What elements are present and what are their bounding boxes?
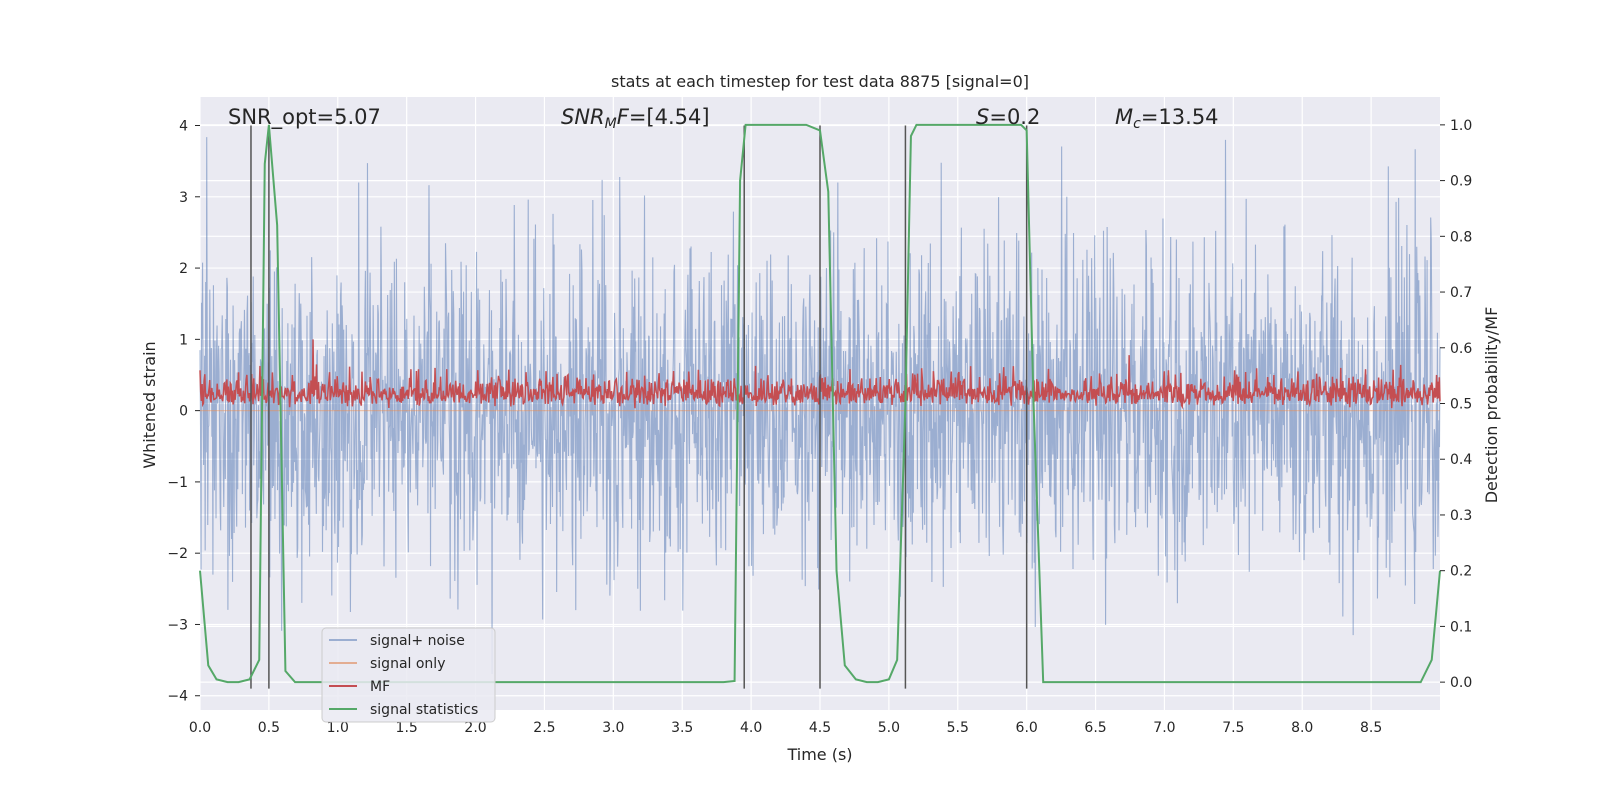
y-ticks: 4 3 2 1 0 −1 −2 −3 −4 (167, 119, 200, 705)
y-tick-label: −3 (167, 617, 188, 633)
legend-label-signal: signal only (370, 656, 445, 672)
y2-tick-label: 0.3 (1450, 508, 1472, 524)
x-tick-label: 8.5 (1360, 720, 1382, 736)
y-tick-label: −1 (167, 475, 188, 491)
y2-axis-label: Detection probability/MF (1482, 307, 1501, 504)
annotation-s-value: =0.2 (989, 105, 1040, 129)
legend-box (321, 627, 496, 723)
legend: signal+ noise signal only MF signal stat… (321, 627, 496, 723)
y-tick-label: 4 (179, 119, 188, 135)
y2-tick-label: 0.4 (1450, 452, 1472, 468)
y2-tick-label: 0.0 (1450, 675, 1472, 691)
x-tick-label: 7.5 (1222, 720, 1244, 736)
annotation-snr-mf-symbol: SNR (561, 105, 605, 129)
y2-tick-label: 1.0 (1450, 118, 1472, 134)
y2-tick-label: 0.6 (1450, 341, 1472, 357)
y-tick-label: 2 (179, 261, 188, 277)
x-tick-label: 1.5 (396, 720, 418, 736)
y2-tick-label: 0.1 (1450, 619, 1472, 635)
x-tick-label: 2.0 (464, 720, 486, 736)
annotation-snr-mf-sub: M (605, 116, 617, 132)
y2-tick-label: 0.9 (1450, 174, 1472, 190)
y-tick-label: −2 (167, 546, 188, 562)
y-tick-label: −4 (167, 689, 188, 705)
x-ticks: 0.0 0.5 1.0 1.5 2.0 2.5 3.0 3.5 4.0 4.5 5.0 5.5 6.0 6… (189, 720, 1382, 736)
y2-tick-label: 0.8 (1450, 229, 1472, 245)
chart-title: stats at each timestep for test data 887… (611, 72, 1029, 91)
annotation-snr-mf-symbol-2: F (617, 105, 630, 129)
x-tick-label: 0.0 (189, 720, 211, 736)
x-tick-label: 2.5 (533, 720, 555, 736)
x-tick-label: 1.0 (327, 720, 349, 736)
x-tick-label: 4.5 (809, 720, 831, 736)
y-tick-label: 3 (179, 190, 188, 206)
y-tick-label: 0 (179, 404, 188, 420)
y2-tick-label: 0.2 (1450, 564, 1472, 580)
x-axis-label: Time (s) (786, 745, 852, 764)
x-tick-label: 6.0 (1016, 720, 1038, 736)
annotation-mc-value: =13.54 (1141, 105, 1219, 129)
x-tick-label: 4.0 (740, 720, 762, 736)
x-tick-label: 5.0 (878, 720, 900, 736)
annotation-mc-sub: c (1133, 116, 1141, 132)
annotation-s: S=0.2 (976, 105, 1040, 129)
annotation-snr-mf: SNRMF=[4.54] (561, 105, 710, 132)
vertical-markers (250, 125, 1028, 689)
signal-statistics-line (199, 123, 1441, 684)
x-tick-label: 7.0 (1153, 720, 1175, 736)
legend-label-stats: signal statistics (370, 702, 478, 718)
legend-label-noise: signal+ noise (370, 633, 465, 649)
y-axis-label: Whitened strain (140, 341, 159, 468)
y2-tick-label: 0.5 (1450, 397, 1472, 413)
x-tick-label: 5.5 (947, 720, 969, 736)
annotation-mc: Mc=13.54 (1115, 105, 1219, 132)
y2-tick-label: 0.7 (1450, 285, 1472, 301)
annotation-mc-symbol: M (1115, 105, 1133, 129)
annotation-snr-mf-value: =[4.54] (629, 105, 710, 129)
x-tick-label: 0.5 (258, 720, 280, 736)
x-tick-label: 8.0 (1291, 720, 1313, 736)
annotation-snr-opt: SNR_opt=5.07 (228, 105, 381, 130)
x-tick-label: 3.5 (671, 720, 693, 736)
y-tick-label: 1 (179, 332, 188, 348)
annotation-s-symbol: S (976, 105, 989, 129)
x-tick-label: 3.0 (602, 720, 624, 736)
y2-ticks: 1.0 0.9 0.8 0.7 0.6 0.5 0.4 0.3 0.2 0.1 0.0 (1440, 118, 1472, 691)
series-signal-statistics (199, 123, 1441, 684)
legend-label-mf: MF (370, 679, 390, 695)
x-tick-label: 6.5 (1084, 720, 1106, 736)
